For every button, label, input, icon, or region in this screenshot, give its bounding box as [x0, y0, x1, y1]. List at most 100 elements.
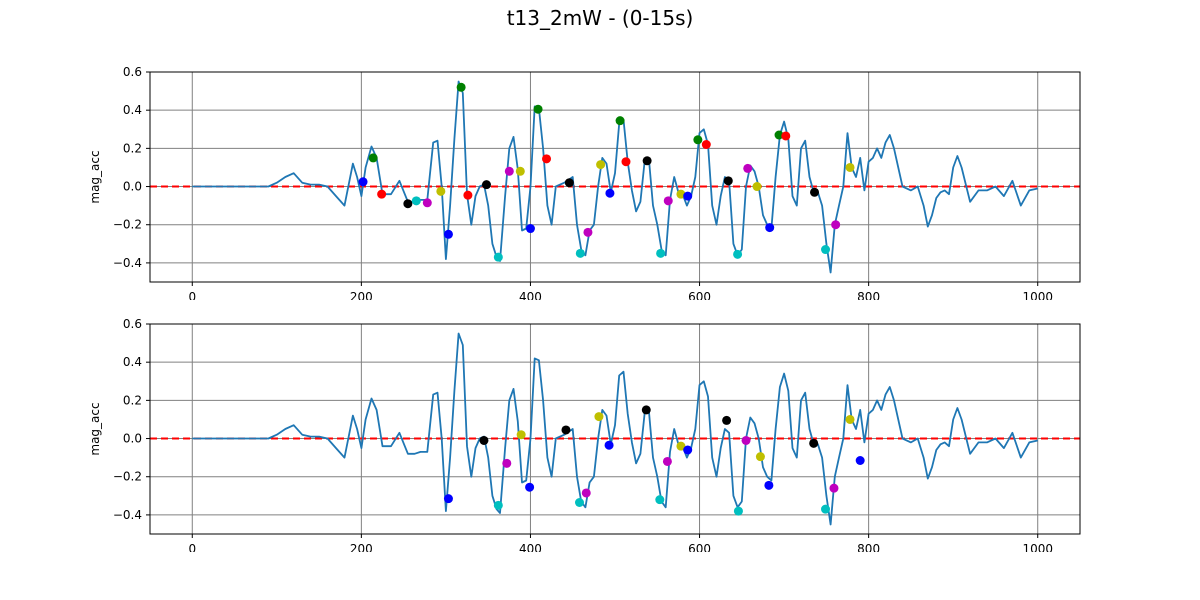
peak-marker [436, 186, 446, 196]
y-axis-label: mag_acc [88, 150, 102, 203]
y-tick-label: 0.6 [123, 65, 142, 79]
peak-marker [764, 480, 774, 490]
peak-marker [693, 135, 703, 145]
y-tick-label: −0.4 [113, 256, 142, 270]
peak-marker [831, 220, 841, 230]
peak-marker [774, 130, 784, 140]
peak-marker [564, 178, 574, 188]
peak-marker [845, 414, 855, 424]
peak-marker [515, 166, 525, 176]
x-tick-label: 600 [688, 542, 711, 552]
y-tick-label: 0.2 [123, 141, 142, 155]
peak-marker [542, 154, 552, 164]
y-tick-label: 0.4 [123, 355, 142, 369]
peak-marker [596, 160, 606, 170]
peak-marker [642, 156, 652, 166]
peak-marker [411, 196, 421, 206]
x-tick-label: 600 [688, 290, 711, 300]
peak-marker [683, 191, 693, 201]
peak-marker [479, 435, 489, 445]
peak-marker [525, 482, 535, 492]
subplot-top: 0 200 400 600 800 1000 −0.4 −0.2 0.0 0.2 0.4 0.6 mag… [88, 65, 1081, 300]
peak-marker [358, 177, 368, 187]
x-tick-label: 1000 [1022, 290, 1053, 300]
peak-marker [781, 131, 791, 141]
peak-marker [583, 227, 593, 237]
peak-marker [829, 483, 839, 493]
x-tick-label: 400 [519, 290, 542, 300]
peak-marker [641, 405, 651, 415]
peak-marker [604, 440, 614, 450]
x-tick-label: 800 [857, 290, 880, 300]
peak-marker [368, 153, 378, 163]
x-tick-label: 400 [519, 542, 542, 552]
peak-marker [752, 182, 762, 192]
peak-marker [683, 445, 693, 455]
y-axis-label: mag_acc [88, 402, 102, 455]
peak-marker [456, 82, 466, 92]
y-tick-label: −0.2 [113, 470, 142, 484]
peak-marker [733, 249, 743, 259]
peak-marker [574, 498, 584, 507]
peak-marker [655, 495, 665, 505]
peak-marker [743, 163, 753, 173]
peak-marker [701, 140, 711, 150]
axes-frame [149, 323, 1081, 535]
peak-marker [821, 504, 831, 514]
peak-marker [594, 412, 604, 422]
peak-marker [605, 188, 615, 198]
peak-marker [533, 104, 543, 114]
x-tick-label: 0 [188, 290, 196, 300]
peak-marker [656, 248, 666, 258]
peak-marker [443, 494, 453, 504]
y-tick-label: 0.0 [123, 180, 142, 194]
peak-marker [722, 415, 732, 425]
x-tick-label: 800 [857, 542, 880, 552]
peak-marker [516, 430, 526, 440]
peak-marker [561, 425, 571, 435]
series-line [192, 332, 1038, 526]
peak-marker [422, 198, 432, 208]
peak-marker [403, 199, 413, 209]
y-tick-label: −0.4 [113, 508, 142, 522]
peak-marker [676, 441, 686, 451]
subplot-bottom: 0 200 400 600 800 1000 −0.4 −0.2 0.0 0.2 0.4 0.6 mag… [88, 317, 1081, 552]
peak-marker [765, 223, 775, 233]
axes-frame [149, 71, 1081, 283]
peak-marker [615, 116, 625, 126]
x-tick-label: 200 [350, 542, 373, 552]
peak-marker [504, 166, 514, 176]
peak-marker [855, 456, 865, 465]
peak-marker [443, 229, 453, 239]
y-tick-label: −0.2 [113, 218, 142, 232]
peak-marker [845, 162, 855, 172]
peak-marker [581, 488, 591, 498]
y-tick-label: 0.6 [123, 317, 142, 331]
peak-marker [821, 245, 831, 255]
x-tick-label: 200 [350, 290, 373, 300]
peak-marker [377, 189, 387, 199]
peak-marker [676, 189, 686, 199]
peak-marker [755, 452, 765, 462]
peak-marker [493, 252, 503, 262]
peak-marker [809, 438, 819, 448]
peak-marker [575, 248, 585, 258]
peak-marker [662, 456, 672, 466]
peak-marker [481, 180, 491, 190]
peak-marker [741, 435, 751, 445]
y-tick-label: 0.0 [123, 432, 142, 446]
x-tick-label: 0 [188, 542, 196, 552]
y-tick-label: 0.4 [123, 103, 142, 117]
peak-marker [810, 187, 820, 197]
peak-marker [525, 224, 535, 234]
peak-marker [493, 500, 503, 510]
figure-title: t13_2mW - (0-15s) [506, 6, 694, 30]
peak-marker [463, 190, 473, 200]
peak-marker [663, 196, 673, 206]
y-tick-label: 0.2 [123, 393, 142, 407]
peak-marker [733, 506, 743, 516]
x-tick-label: 1000 [1022, 542, 1053, 552]
peak-marker [723, 176, 733, 186]
peak-marker [502, 458, 512, 468]
